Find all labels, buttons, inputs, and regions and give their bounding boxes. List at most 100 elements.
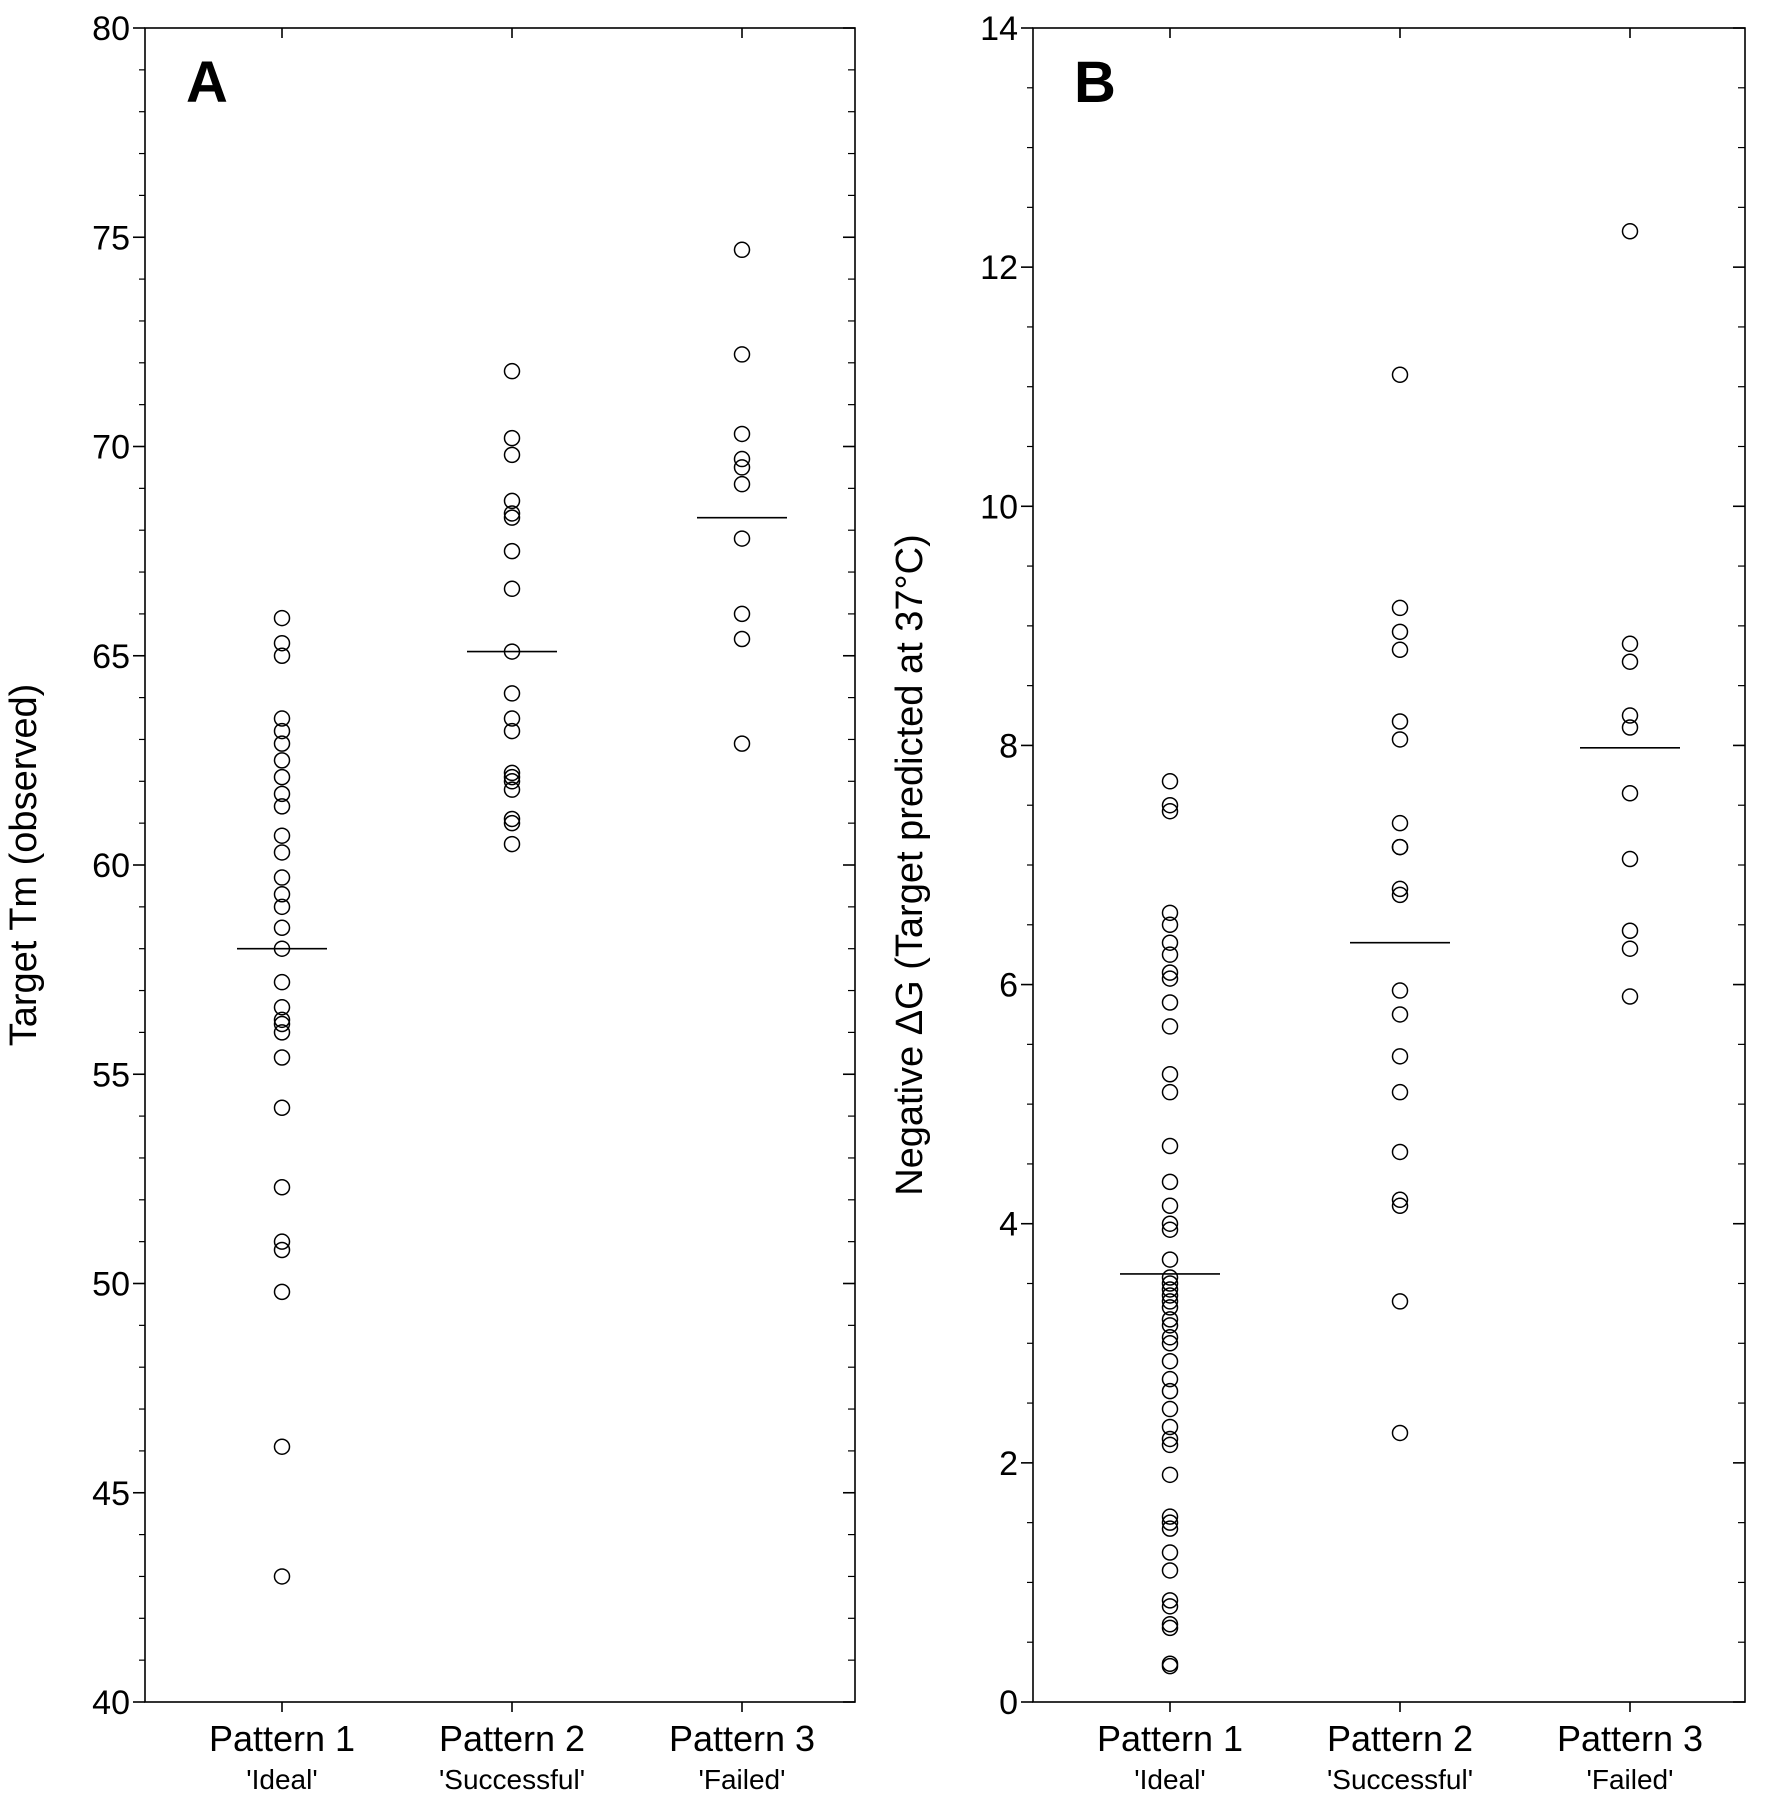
panel-b-data-point (1161, 1514, 1179, 1531)
panel-b-data-point (1161, 1018, 1179, 1035)
panel-b-data-point (1621, 223, 1639, 240)
panel-b-data-point (1161, 1251, 1179, 1268)
panel-a-data-point (273, 869, 291, 886)
panel-a-data-point (273, 647, 291, 664)
panel-a-data-point (273, 973, 291, 991)
panel-b-data-point (1391, 886, 1409, 904)
panel-a-data-point (733, 605, 751, 623)
panel-a-category-label: Pattern 3 (669, 1718, 815, 1759)
panel-b-data-point (1621, 719, 1639, 736)
panel-a-data-point (733, 346, 751, 363)
panel-b-data-point (1391, 880, 1409, 898)
panel-b-data-point (1161, 1592, 1179, 1609)
panel-a-y-tick-label: 70 (92, 429, 130, 467)
panel-b-data-point (1161, 904, 1179, 922)
panel-b-data-point (1161, 964, 1179, 981)
panel-b-data-point (1161, 1352, 1179, 1370)
panel-a-y-tick-label: 75 (92, 219, 130, 257)
panel-b-data-point (1391, 838, 1409, 856)
panel-b-data-point (1161, 1066, 1179, 1083)
panel-a-data-point (503, 505, 521, 522)
panel-b-y-tick-label: 14 (980, 10, 1018, 48)
panel-b-data-point (1391, 713, 1409, 730)
panel-a-data-point (273, 1241, 291, 1259)
panel-a-data-point (273, 1438, 291, 1455)
panel-b-y-tick-label: 0 (999, 1684, 1018, 1722)
panel-a-data-point (273, 609, 291, 627)
panel-b-data-point (1161, 916, 1179, 934)
panel-a-data-point (503, 773, 521, 790)
panel-b-data-point (1621, 940, 1639, 957)
panel-b-data-point (1161, 1215, 1179, 1232)
panel-b-data-point (1161, 1400, 1179, 1418)
panel-b-data-point (1391, 623, 1409, 641)
panel-a-data-point (733, 475, 751, 493)
panel-b-data-point (1621, 785, 1639, 802)
panel-a-data-point (273, 798, 291, 815)
panel-a-data-point (273, 1178, 291, 1196)
panel-a-y-tick-label: 45 (92, 1475, 130, 1513)
panel-b-data-point (1161, 1317, 1179, 1334)
panel-a-data-point (503, 446, 521, 464)
panel-b-category-label: Pattern 2 (1327, 1718, 1473, 1759)
panel-a-category-label: Pattern 1 (209, 1718, 355, 1759)
panel-b-data-point (1621, 635, 1639, 653)
panel-a-data-point (503, 768, 521, 786)
panel-b-data-point (1391, 1006, 1409, 1023)
panel-a-data-point (273, 1015, 291, 1033)
panel-a-data-point (503, 685, 521, 702)
panel-a-data-point (503, 814, 521, 832)
panel-a-data-point (503, 362, 521, 380)
panel-a-data-point (273, 1099, 291, 1116)
panel-b-data-point (1161, 1544, 1179, 1561)
panel-a-data-point (503, 429, 521, 447)
panel-a-data-point (273, 827, 291, 844)
panel-b-data-point (1391, 1424, 1409, 1442)
panel-a-data-point (273, 735, 291, 752)
panel-a-y-axis-title: Target Tm (observed) (3, 684, 45, 1047)
panel-b-data-point (1161, 796, 1179, 814)
panel-b-data-point (1161, 1281, 1179, 1298)
panel-b-data-point (1161, 1598, 1179, 1615)
panel-a-data-point (273, 1049, 291, 1066)
panel-a-data-point (503, 710, 521, 727)
panel-b-data-point (1161, 934, 1179, 951)
panel-a-data-point (503, 835, 521, 853)
panel-a-y-tick-label: 80 (92, 10, 130, 48)
panel-b-data-point (1621, 922, 1639, 940)
panel-b-data-point (1391, 1083, 1409, 1101)
panel-b-data-point (1161, 1382, 1179, 1400)
panel-a-data-point (273, 768, 291, 786)
panel-b-data-point (1161, 1562, 1179, 1579)
panel-b-data-point (1391, 982, 1409, 999)
panel-a-y-tick-label: 60 (92, 847, 130, 885)
panel-b-data-point (1161, 1197, 1179, 1215)
panel-b-data-point (1161, 1173, 1179, 1191)
panel-b-y-axis-title: Negative ΔG (Target predicted at 37°C) (889, 534, 931, 1196)
panel-b-data-point (1621, 850, 1639, 868)
panel-b-y-tick-label: 8 (999, 727, 1018, 765)
panel-a-data-point (273, 919, 291, 937)
panel-b-data-point (1161, 1370, 1179, 1388)
panel-b-data-point (1161, 1657, 1179, 1675)
panel-b-data-point (1391, 1048, 1409, 1065)
panel-b-data-point (1161, 1269, 1179, 1286)
panel-a-data-point (273, 844, 291, 861)
panel-b-data-point (1161, 946, 1179, 963)
panel-a-data-point (273, 1568, 291, 1585)
panel-b-data-point (1161, 1430, 1179, 1448)
panel-b-y-tick-label: 6 (999, 967, 1018, 1005)
panel-a-data-point (273, 1024, 291, 1041)
panel-a-plot-frame (144, 27, 856, 1703)
panel-b-data-point (1391, 641, 1409, 659)
panel-b-letter: B (1074, 50, 1116, 115)
panel-a-category-sublabel: 'Failed' (699, 1764, 786, 1795)
panel-b-data-point (1391, 814, 1409, 832)
panel-a: 40 45 50 55 60 65 70 75 80 Pattern 1 'Ideal' Patter… (3, 10, 856, 1795)
panel-b-data-point (1391, 1293, 1409, 1310)
panel-a-y-tick-label: 65 (92, 638, 130, 676)
panel-b-data-point (1391, 1197, 1409, 1215)
panel-b-data-point (1621, 707, 1639, 724)
panel-b-data-point (1161, 1299, 1179, 1316)
